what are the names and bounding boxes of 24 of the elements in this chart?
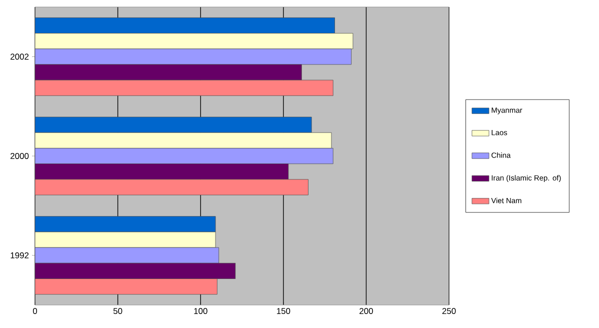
x-tick-label: 100 [194,308,208,314]
bar [35,64,302,80]
bar [35,278,218,295]
bar [35,116,312,133]
bar [35,216,216,232]
bar [35,132,332,148]
bar [35,17,335,34]
bar [35,164,289,180]
x-tick-label: 250 [442,308,456,314]
x-tick-label: 200 [360,308,373,314]
bar [35,48,352,65]
x-tick-label: 0 [32,308,38,314]
bar [35,80,334,96]
bar [35,33,354,50]
bar [35,148,334,164]
bar [35,232,216,248]
bar [35,247,220,264]
y-tick-label: 2002 [10,54,29,60]
x-tick-label: 50 [113,308,122,314]
y-tick-label: 2000 [10,153,29,159]
bar [35,179,308,196]
bar [35,262,236,279]
x-tick-label: 150 [276,308,290,314]
y-tick-label: 1992 [10,252,29,258]
